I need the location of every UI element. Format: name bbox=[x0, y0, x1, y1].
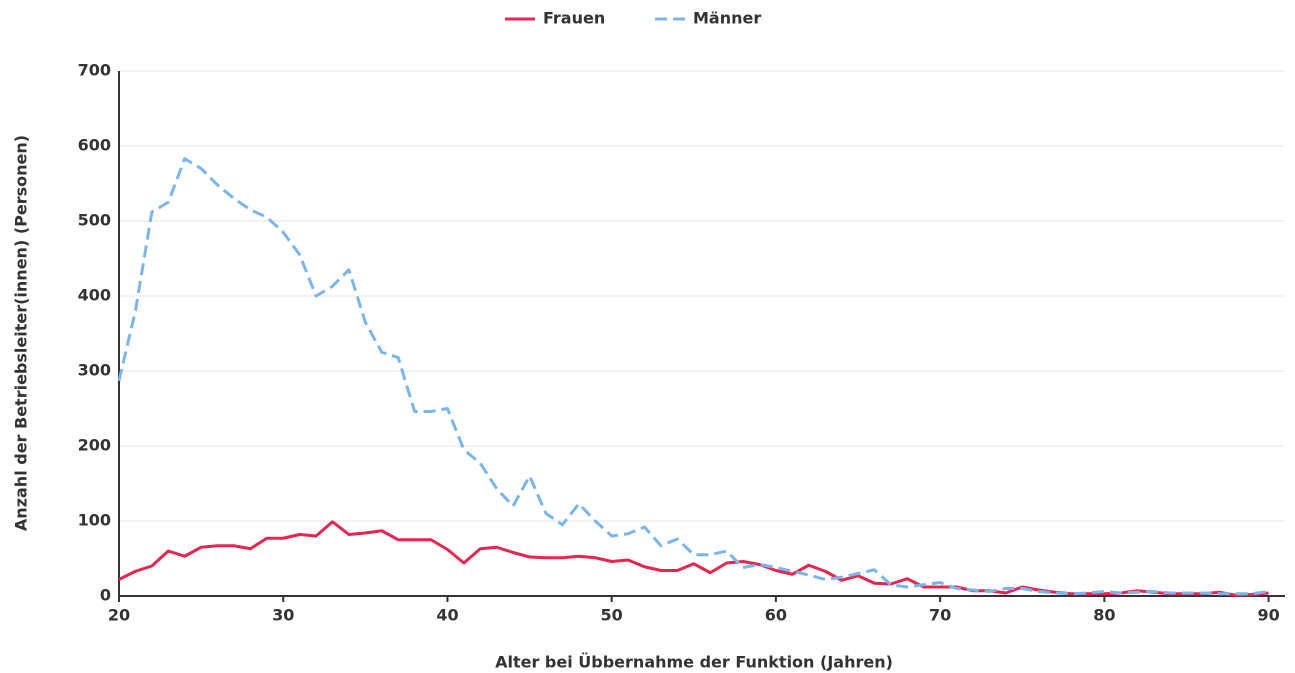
x-tick-label: 30 bbox=[272, 606, 294, 625]
y-tick-label: 600 bbox=[78, 136, 111, 155]
legend-label: Frauen bbox=[543, 9, 605, 28]
legend-label: Männer bbox=[693, 9, 761, 28]
x-tick-label: 80 bbox=[1093, 606, 1115, 625]
y-axis-label: Anzahl der Betriebsleiter(innen) (Person… bbox=[12, 135, 31, 531]
y-tick-label: 300 bbox=[78, 361, 111, 380]
y-tick-label: 0 bbox=[100, 586, 111, 605]
x-tick-label: 20 bbox=[108, 606, 130, 625]
y-tick-label: 700 bbox=[78, 61, 111, 80]
y-tick-label: 200 bbox=[78, 436, 111, 455]
x-tick-label: 70 bbox=[929, 606, 951, 625]
y-tick-label: 500 bbox=[78, 211, 111, 230]
x-tick-label: 60 bbox=[765, 606, 787, 625]
line-0 bbox=[118, 520, 1269, 597]
x-axis-label: Alter bei Übbernahme der Funktion (Jahre… bbox=[495, 653, 893, 672]
x-tick-label: 90 bbox=[1257, 606, 1279, 625]
line-1 bbox=[117, 157, 1269, 596]
x-tick-label: 50 bbox=[601, 606, 623, 625]
y-tick-label: 100 bbox=[78, 511, 111, 530]
y-tick-label: 400 bbox=[78, 286, 111, 305]
x-tick-label: 40 bbox=[436, 606, 458, 625]
